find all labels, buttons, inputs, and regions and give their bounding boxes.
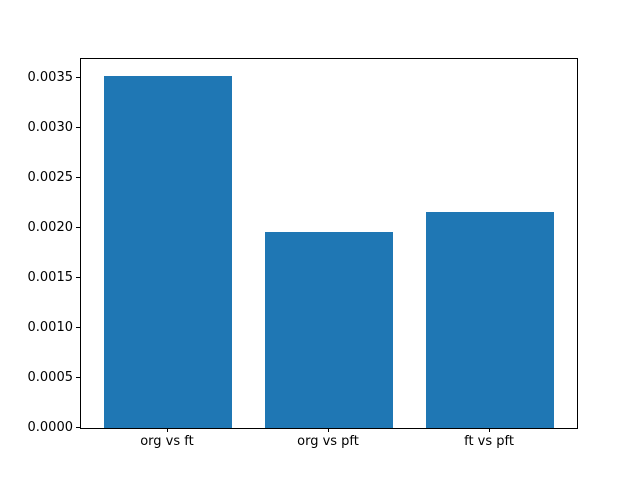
y-tick-mark (76, 227, 80, 229)
y-tick-mark (76, 77, 80, 79)
y-tick-label: 0.0010 (27, 320, 74, 336)
x-tick-mark (166, 428, 168, 432)
x-tick-label: org vs pft (297, 434, 359, 449)
plot-area (80, 58, 578, 429)
y-tick-label: 0.0005 (27, 370, 74, 386)
bar-ft-vs-pft (425, 212, 555, 428)
y-tick-label: 0.0025 (27, 170, 74, 186)
y-tick-mark (76, 377, 80, 379)
y-tick-mark (76, 277, 80, 279)
y-tick-label: 0.0035 (27, 70, 74, 86)
x-tick-mark (328, 428, 329, 432)
x-tick-label: org vs ft (140, 434, 194, 449)
x-tick-label: ft vs pft (464, 434, 514, 449)
y-tick-mark (76, 427, 80, 428)
bar-org-vs-ft (103, 76, 233, 428)
y-tick-mark (76, 177, 80, 179)
y-tick-mark (76, 327, 80, 329)
y-tick-mark (76, 127, 80, 129)
y-tick-label: 0.0015 (27, 270, 74, 286)
bar-org-vs-pft (264, 232, 394, 428)
y-tick-label: 0.0020 (27, 220, 74, 236)
x-tick-mark (489, 428, 491, 432)
y-tick-label: 0.0000 (27, 420, 74, 435)
y-tick-label: 0.0030 (27, 120, 74, 136)
